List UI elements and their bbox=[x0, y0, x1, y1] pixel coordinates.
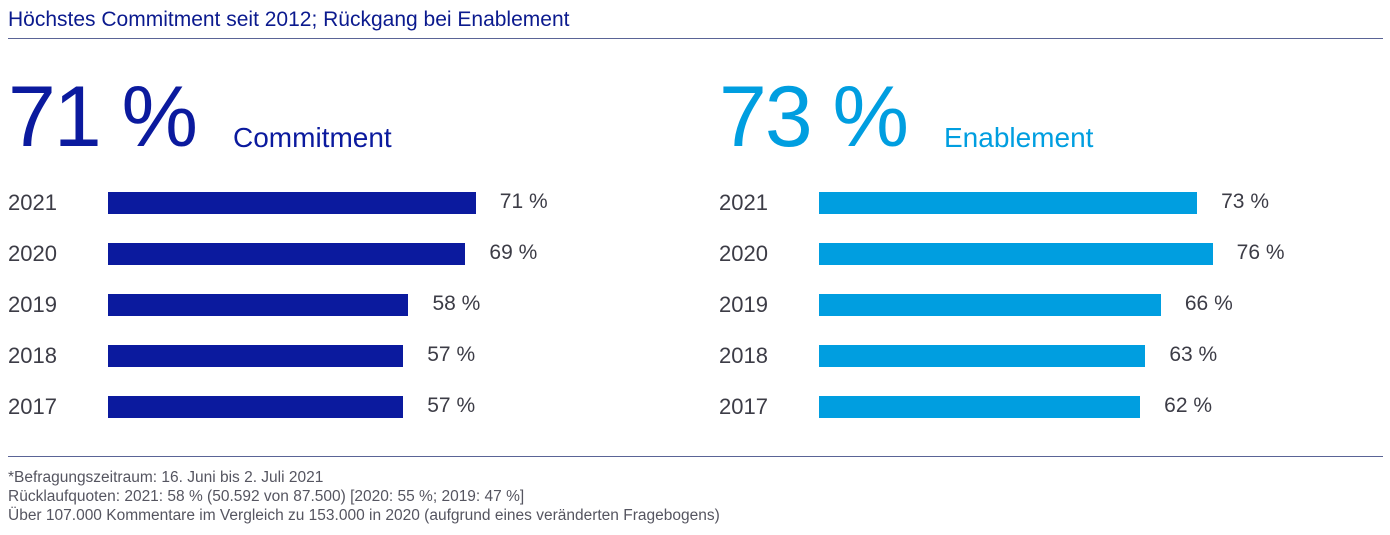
commitment-row-2021: 2021 71 % bbox=[8, 184, 648, 235]
top-divider bbox=[8, 38, 1383, 39]
enablement-bar-rows: 2021 73 % 2020 76 % 2019 66 % 2018 63 % 2017 62 % bbox=[719, 184, 1359, 439]
commitment-row-2017: 2017 57 % bbox=[8, 388, 648, 439]
enablement-value-label: 63 % bbox=[1169, 343, 1218, 366]
commitment-bar-rows: 2021 71 % 2020 69 % 2019 58 % 2018 57 % 2017 57 % bbox=[8, 184, 648, 439]
footnote-response-rates: Rücklaufquoten: 2021: 58 % (50.592 von 8… bbox=[8, 488, 525, 505]
enablement-value-label: 76 % bbox=[1236, 241, 1285, 264]
commitment-value-label: 58 % bbox=[432, 292, 481, 315]
enablement-year-label: 2019 bbox=[719, 292, 768, 317]
commitment-year-label: 2021 bbox=[8, 190, 57, 215]
enablement-chart: 73 % Enablement 2021 73 % 2020 76 % 2019 66 %… bbox=[719, 60, 1359, 440]
commitment-year-label: 2018 bbox=[8, 343, 57, 368]
enablement-year-label: 2018 bbox=[719, 343, 768, 368]
commitment-row-2019: 2019 58 % bbox=[8, 286, 648, 337]
enablement-bar-2021 bbox=[819, 192, 1198, 214]
commitment-bar-2017 bbox=[108, 396, 404, 418]
footnote-comments: Über 107.000 Kommentare im Vergleich zu … bbox=[8, 507, 720, 524]
enablement-value-label: 62 % bbox=[1164, 394, 1213, 417]
enablement-row-2019: 2019 66 % bbox=[719, 286, 1359, 337]
enablement-row-2021: 2021 73 % bbox=[719, 184, 1359, 235]
commitment-bar-2018 bbox=[108, 345, 404, 367]
enablement-headline-value: 73 % bbox=[719, 69, 909, 165]
enablement-year-label: 2017 bbox=[719, 394, 768, 419]
enablement-bar-2020 bbox=[819, 243, 1213, 265]
enablement-value-label: 73 % bbox=[1221, 190, 1269, 213]
enablement-headline-label: Enablement bbox=[944, 122, 1094, 153]
commitment-value-label: 69 % bbox=[489, 241, 538, 264]
commitment-headline-label: Commitment bbox=[233, 122, 392, 153]
enablement-row-2018: 2018 63 % bbox=[719, 337, 1359, 388]
page-title: Höchstes Commitment seit 2012; Rückgang … bbox=[8, 8, 570, 31]
enablement-year-label: 2020 bbox=[719, 241, 768, 266]
enablement-bar-2019 bbox=[819, 294, 1161, 316]
commitment-value-label: 57 % bbox=[427, 343, 476, 366]
bottom-divider bbox=[8, 456, 1383, 457]
commitment-row-2018: 2018 57 % bbox=[8, 337, 648, 388]
commitment-bar-2020 bbox=[108, 243, 466, 265]
enablement-year-label: 2021 bbox=[719, 190, 768, 215]
commitment-value-label: 71 % bbox=[499, 190, 548, 213]
enablement-bar-2018 bbox=[819, 345, 1146, 367]
commitment-chart: 71 % Commitment 2021 71 % 2020 69 % 2019 58 %… bbox=[8, 60, 648, 440]
commitment-value-label: 57 % bbox=[427, 394, 476, 417]
commitment-year-label: 2017 bbox=[8, 394, 57, 419]
enablement-row-2020: 2020 76 % bbox=[719, 235, 1359, 286]
enablement-value-label: 66 % bbox=[1184, 292, 1233, 315]
commitment-row-2020: 2020 69 % bbox=[8, 235, 648, 286]
enablement-row-2017: 2017 62 % bbox=[719, 388, 1359, 439]
commitment-bar-2021 bbox=[108, 192, 476, 214]
commitment-year-label: 2020 bbox=[8, 241, 57, 266]
enablement-bar-2017 bbox=[819, 396, 1141, 418]
commitment-year-label: 2019 bbox=[8, 292, 57, 317]
footnote-survey-period: *Befragungszeitraum: 16. Juni bis 2. Jul… bbox=[8, 469, 324, 486]
commitment-headline-value: 71 % bbox=[8, 69, 198, 165]
commitment-bar-2019 bbox=[108, 294, 409, 316]
footnotes: *Befragungszeitraum: 16. Juni bis 2. Jul… bbox=[8, 468, 720, 525]
